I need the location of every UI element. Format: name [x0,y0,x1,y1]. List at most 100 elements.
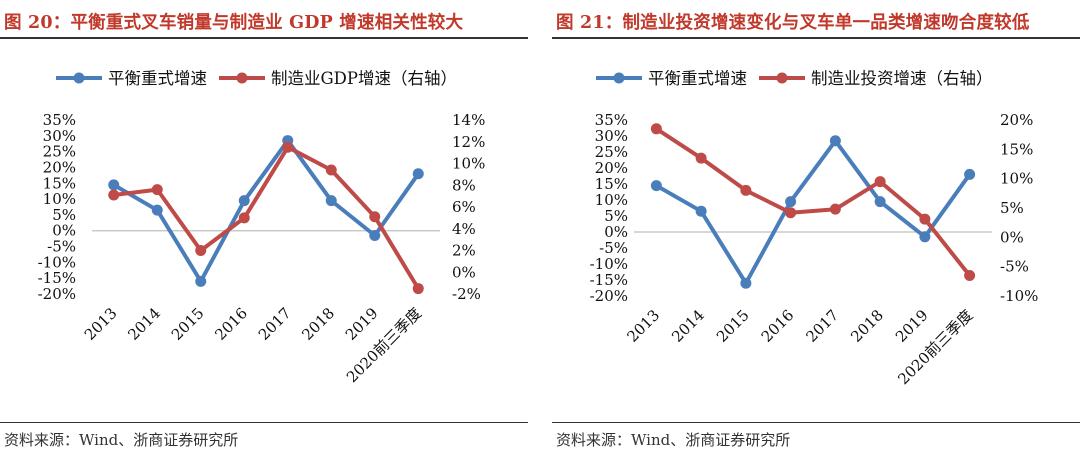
right-axis-tick-label: 8% [452,176,476,194]
legend: 平衡重式增速 制造业投资增速（右轴） [596,69,993,88]
legend-label: 制造业GDP增速（右轴） [271,69,457,88]
data-point [964,269,976,281]
data-point [151,184,163,196]
right-axis-tick-label: 0% [1000,228,1024,246]
right-axis-tick-label: 6% [452,198,476,216]
data-point [108,179,120,191]
series-line-blue [654,138,972,286]
title-rule [0,37,528,39]
title-rule [552,37,1080,39]
left-axis-tick-label: -15% [38,269,76,287]
data-point [369,211,381,223]
left-axis-tick-label: 30% [43,127,76,145]
right-axis-tick-label: 15% [1000,140,1033,158]
chart-panel-2: 图 21：制造业投资增速变化与叉车单一品类增速吻合度较低 平衡重式增速 制造业投资… [552,0,1080,455]
left-axis-tick-label: -5% [47,238,76,256]
data-point [282,141,294,153]
x-axis-tick-label: 2019 [342,304,382,344]
right-axis-tick-label: -2% [452,285,481,303]
legend-marker [776,72,788,84]
x-axis-tick-label: 2017 [255,304,295,344]
x-axis-tick-label: 2014 [668,306,708,346]
data-point [151,204,163,216]
source-rule [0,422,528,423]
legend-label: 制造业投资增速（右轴） [811,69,993,88]
left-axis-tick-label: 5% [604,207,628,225]
data-point [412,283,424,295]
chart-panel-1: 图 20：平衡重式叉车销量与制造业 GDP 增速相关性较大 平衡重式增速 制造业G… [0,0,528,455]
series-line-red [111,145,421,291]
left-axis-tick-label: 15% [595,175,628,193]
legend-marker [236,72,248,84]
left-axis-tick-label: 10% [595,191,628,209]
x-axis-tick-label: 2017 [802,306,842,346]
data-point [325,164,337,176]
right-axis-tick-label: 0% [452,263,476,281]
data-point [919,231,931,243]
data-point [695,152,707,164]
left-axis-tick-label: 0% [604,223,628,241]
data-point [740,277,752,289]
left-axis-tick-label: 25% [43,143,76,161]
x-axis-tick-label: 2016 [211,304,251,344]
left-axis-tick-label: 30% [595,127,628,145]
x-axis-tick-label: 2019 [892,306,932,346]
left-axis-tick-label: 35% [43,111,76,129]
left-axis-tick-label: -5% [599,239,628,257]
x-axis-tick-label: 2015 [713,306,753,346]
data-point [238,212,250,224]
data-point [695,205,707,217]
x-axis-tick-label: 2014 [124,304,164,344]
series-line-blue [111,138,421,284]
left-axis-tick-label: -10% [38,253,76,271]
x-axis-tick-label: 2013 [81,304,121,344]
left-axis-tick-label: 15% [43,174,76,192]
data-point [964,168,976,180]
data-point [412,168,424,180]
left-axis-tick-label: -10% [590,255,628,273]
data-point [195,245,207,256]
source-rule [552,422,1080,423]
data-point [195,275,207,287]
left-axis-tick-label: 5% [52,206,76,224]
right-axis-tick-label: 12% [452,133,485,151]
data-point [829,203,841,215]
data-point [369,229,381,241]
legend-label: 平衡重式增速 [648,69,747,88]
right-axis-tick-label: -5% [1000,258,1029,276]
right-axis-tick-label: 10% [452,155,485,173]
right-axis-tick-label: 10% [1000,170,1033,188]
legend-label: 平衡重式增速 [108,69,207,88]
data-point [650,180,662,192]
data-point [238,195,250,207]
line-chart: 平衡重式增速 制造业投资增速（右轴）35%30%25%20%15%10%5%0%-… [590,69,1039,388]
line-chart: 平衡重式增速 制造业GDP增速（右轴）35%30%25%20%15%10%5%0%… [38,69,486,386]
series-line-red [654,126,972,278]
source-note: 资料来源：Wind、浙商证券研究所 [556,431,791,449]
right-axis-tick-label: 2% [452,242,476,260]
left-axis-tick-label: 35% [595,111,628,129]
data-point [325,195,337,207]
data-point [919,213,931,225]
data-point [874,176,886,188]
legend-marker [73,72,85,84]
legend-marker [613,72,625,84]
chart-title: 图 20：平衡重式叉车销量与制造业 GDP 增速相关性较大 [4,13,464,33]
right-axis-tick-label: 4% [452,220,476,238]
left-axis-tick-label: 0% [52,222,76,240]
x-axis-tick-label: 2013 [623,306,663,346]
left-axis-tick-label: -20% [38,285,76,303]
data-point [874,196,886,208]
right-axis-tick-label: 14% [452,111,485,129]
data-point [785,207,797,219]
data-point [785,196,797,208]
left-axis-tick-label: 20% [595,159,628,177]
x-axis-tick-label: 2015 [168,304,208,344]
legend: 平衡重式增速 制造业GDP增速（右轴） [56,69,457,88]
x-axis-tick-label: 2018 [298,304,338,344]
data-point [108,189,120,201]
data-point [829,135,841,147]
left-axis-tick-label: 25% [595,143,628,161]
right-axis-tick-label: 20% [1000,111,1033,129]
right-axis-tick-label: 5% [1000,199,1024,217]
